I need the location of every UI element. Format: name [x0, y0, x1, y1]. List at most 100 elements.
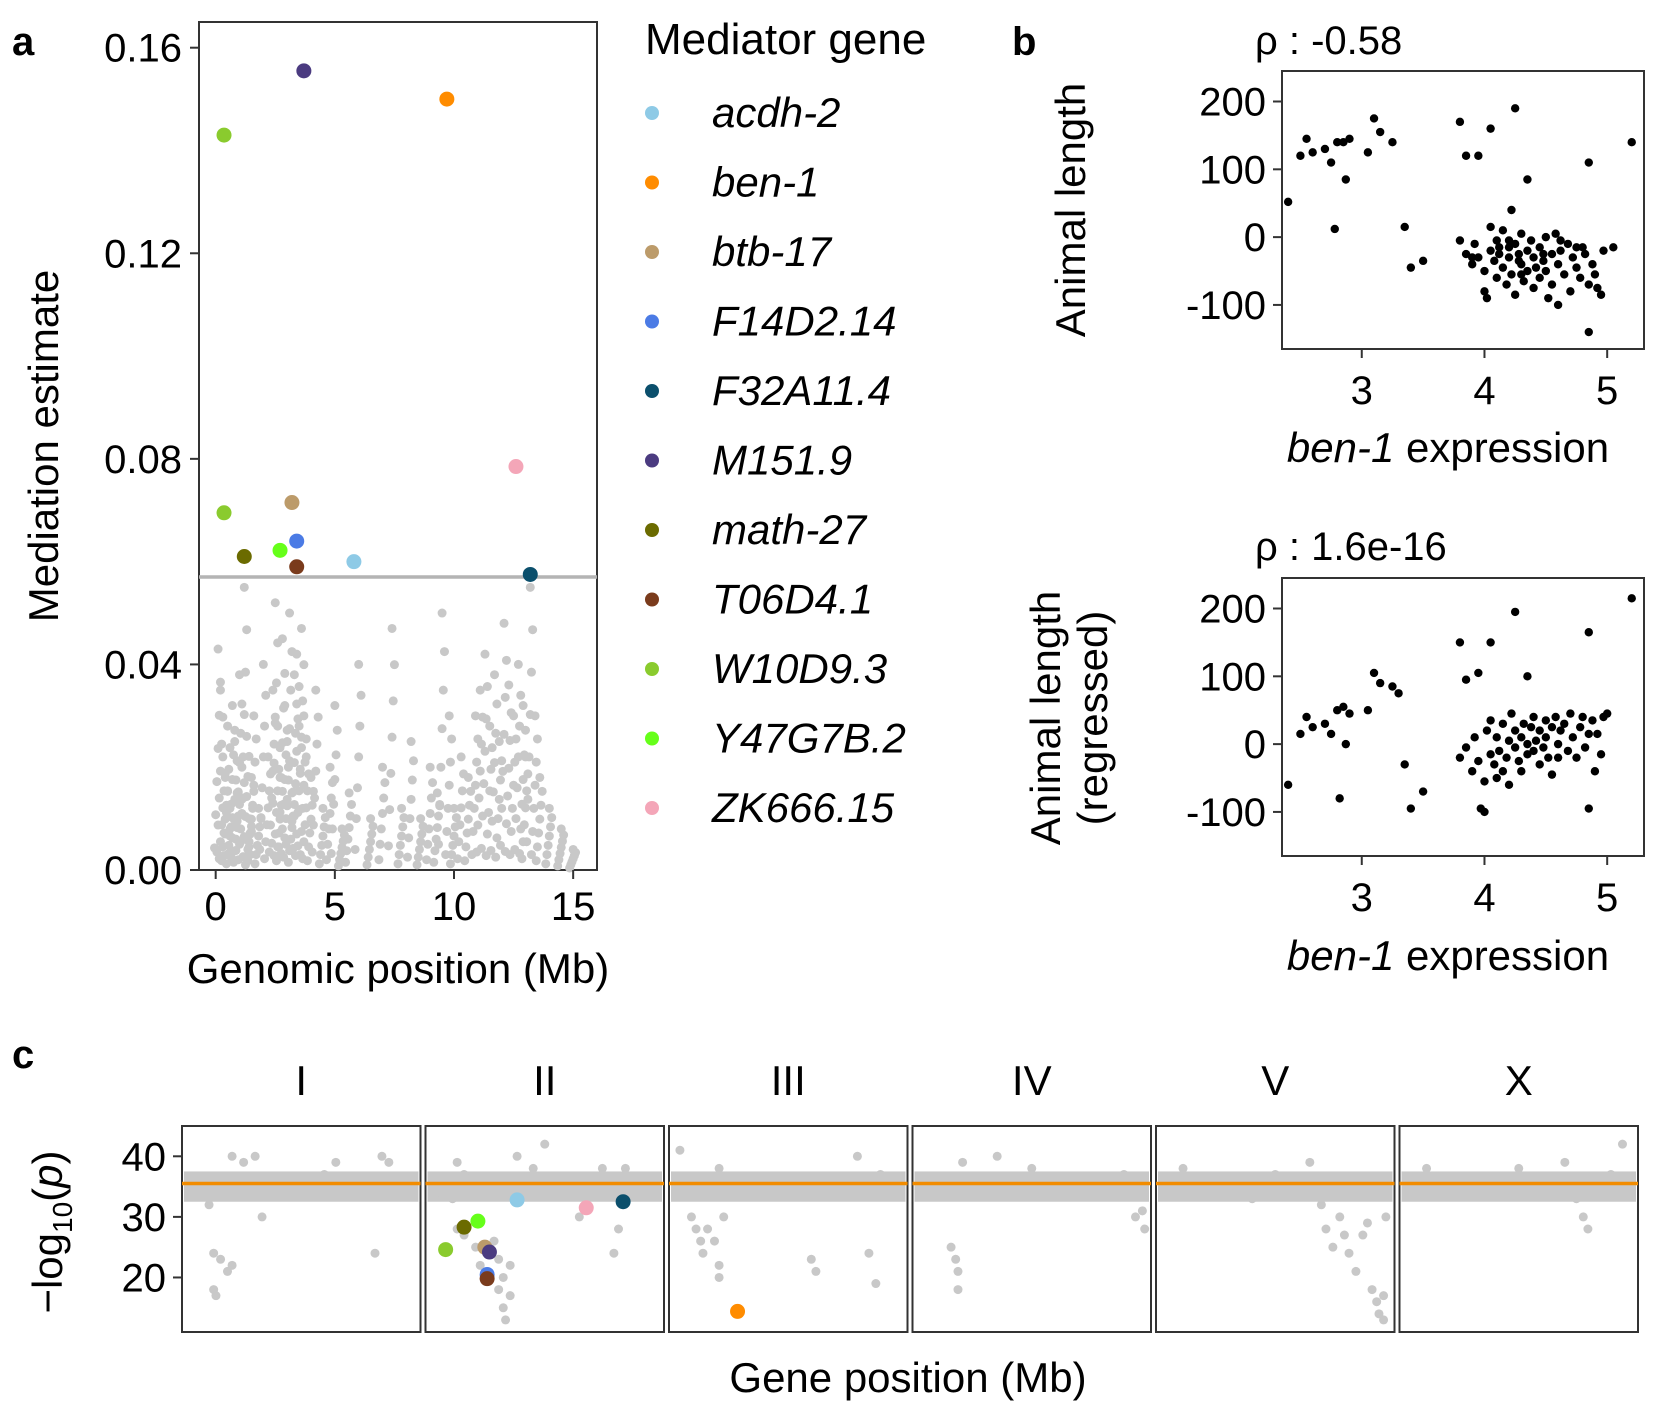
- panel-b1-point: [1474, 253, 1483, 262]
- panel-a-gene-point: [486, 845, 496, 855]
- panel-c-gene-point: [871, 1279, 881, 1289]
- panel-a-gene-point: [425, 808, 435, 818]
- panel-c-gene-point: [209, 1248, 219, 1258]
- panel-b2-point: [1492, 773, 1501, 783]
- panel-c-gene-point: [319, 1169, 329, 1179]
- panel-b1-point: [1517, 229, 1526, 238]
- panel-a-gene-point: [417, 829, 427, 839]
- panel-a-ytick-label: 0.00: [104, 849, 182, 893]
- panel-a-gene-point: [270, 598, 280, 608]
- panel-a-gene-point: [313, 712, 323, 722]
- panel-a-gene-point: [404, 833, 414, 843]
- panel-a-gene-point: [375, 839, 385, 849]
- panel-a-gene-point: [543, 840, 553, 850]
- panel-c-mediator-F32A11.4: [615, 1194, 631, 1210]
- panel-b1-point: [1495, 243, 1504, 252]
- panel-a-gene-point: [292, 649, 302, 659]
- panel-a-gene-point: [397, 803, 407, 813]
- panel-b1-point: [1535, 273, 1544, 283]
- panel-c-mediator-acdh-2: [509, 1192, 525, 1208]
- panel-b1-point: [1539, 249, 1548, 259]
- panel-a-gene-point: [455, 820, 465, 830]
- panel-b1-xtick-label: 5: [1596, 369, 1618, 413]
- panel-a-gene-point: [470, 780, 480, 790]
- panel-a-gene-point: [444, 780, 454, 790]
- panel-a-gene-point: [453, 854, 463, 864]
- panel-b1-point: [1523, 175, 1532, 184]
- panel-c-facet-frame-X: [1398, 1125, 1639, 1333]
- panel-c-gene-point: [1583, 1224, 1593, 1234]
- panel-a-gene-point: [479, 779, 489, 789]
- panel-b1-point: [1572, 263, 1581, 272]
- panel-a-gene-point: [544, 803, 554, 813]
- panel-b1-point: [1580, 249, 1590, 259]
- panel-c-gene-point: [852, 1151, 862, 1161]
- legend-key-T06D4.1: [645, 592, 659, 607]
- panel-a-mediator-W10D9.3: [216, 505, 232, 521]
- panel-a-gene-point: [367, 829, 377, 839]
- panel-a-gene-point: [343, 834, 353, 844]
- panel-a-gene-point: [331, 750, 341, 760]
- panel-a-gene-point: [213, 644, 223, 654]
- panel-b1-point: [1578, 243, 1587, 252]
- panel-b2-point: [1593, 729, 1602, 739]
- panel-a-gene-point: [282, 801, 292, 811]
- panel-c-facet-label-IV: IV: [1012, 1057, 1052, 1104]
- panel-a-gene-point: [296, 743, 306, 753]
- panel-b1-point: [1480, 266, 1489, 276]
- panel-b2-point: [1369, 668, 1379, 678]
- panel-b1-point: [1523, 246, 1532, 255]
- panel-b1-xtick-label: 4: [1473, 369, 1495, 413]
- panel-a-gene-point: [457, 786, 467, 796]
- panel-a-gene-point: [534, 828, 544, 838]
- panel-a-gene-point: [311, 685, 321, 695]
- panel-a-gene-point: [526, 667, 536, 677]
- panel-a-gene-point: [237, 699, 247, 709]
- panel-b2-point: [1461, 675, 1471, 684]
- panel-b2-point: [1535, 760, 1544, 769]
- panel-c-gene-point: [719, 1212, 729, 1222]
- panel-c-facet-frame-IV: [911, 1125, 1152, 1333]
- panel-b2-point: [1572, 753, 1581, 762]
- panel-a-gene-point: [223, 786, 233, 796]
- panel-b1-point: [1609, 243, 1618, 252]
- panel-b1-point: [1470, 239, 1479, 249]
- panel-c-gene-point: [714, 1163, 724, 1173]
- panel-a-xtick-label: 15: [551, 885, 596, 929]
- legend-label-btb-17: btb-17: [712, 228, 833, 275]
- panel-b1-point: [1541, 266, 1551, 276]
- panel-b1-point: [1388, 137, 1397, 147]
- panel-b1-point: [1308, 148, 1317, 157]
- panel-a-gene-point: [436, 762, 446, 772]
- panel-c-gene-point: [1422, 1163, 1432, 1173]
- panel-b1-point: [1461, 151, 1471, 160]
- panel-a-gene-point: [449, 803, 459, 813]
- panel-a-plot: 0.00 0.04 0.08 0.12 0.16 0 5 10 15 Genomic posi…: [20, 21, 609, 992]
- panel-a-gene-point: [277, 634, 287, 644]
- panel-a-mediator-T06D4.1: [289, 559, 305, 575]
- panel-a-gene-point: [490, 758, 500, 768]
- panel-a-gene-point: [407, 775, 417, 785]
- panel-b2-point: [1523, 750, 1532, 759]
- panel-a-gene-point: [501, 819, 511, 829]
- panel-c-gene-point: [686, 1212, 696, 1222]
- panel-a-gene-point: [506, 826, 516, 836]
- panel-c-gene-band: [914, 1171, 1149, 1202]
- panel-c-gene-point: [498, 1303, 508, 1313]
- panel-c-y-axis-close: ): [24, 1150, 71, 1164]
- panel-b1-point: [1588, 260, 1597, 269]
- panel-c-gene-point: [1372, 1297, 1382, 1307]
- panel-a-gene-point: [490, 670, 500, 680]
- panel-b2-point: [1529, 712, 1538, 722]
- panel-a-gene-point: [351, 814, 361, 824]
- panel-b1-point: [1486, 246, 1495, 255]
- panel-b2-point: [1517, 733, 1526, 742]
- panel-a-mediator-F14D2.14: [289, 533, 305, 549]
- panel-a-gene-point: [476, 843, 486, 853]
- panel-b2-point: [1418, 787, 1428, 796]
- legend-key-btb-17: [645, 245, 659, 259]
- panel-b2-point: [1541, 733, 1551, 742]
- panel-c-gene-point: [864, 1248, 874, 1258]
- panel-b1-point: [1400, 222, 1409, 232]
- panel-b1-ytick-label: -100: [1186, 284, 1266, 328]
